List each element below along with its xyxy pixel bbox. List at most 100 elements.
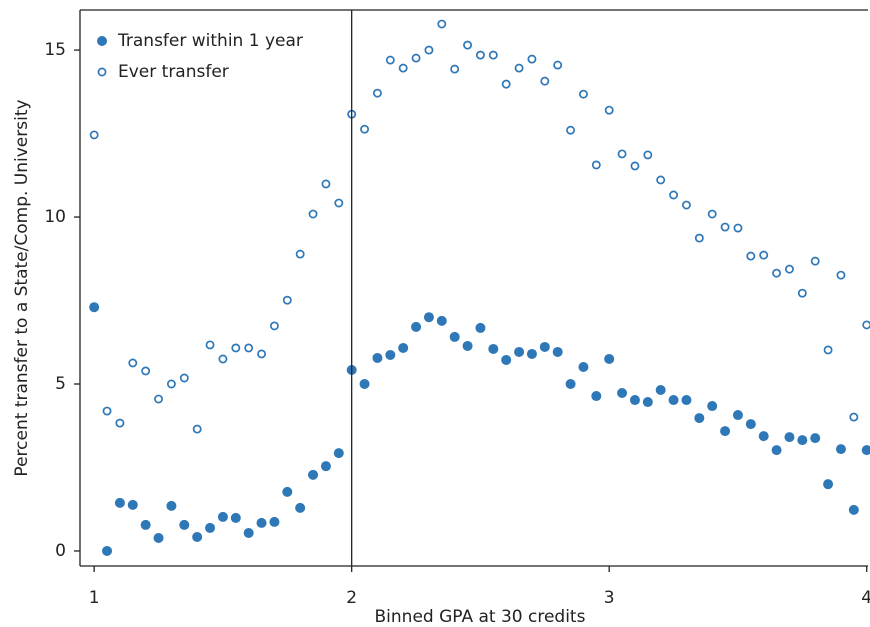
point [372,88,382,98]
point [372,352,383,363]
point [282,486,293,497]
y-tick-label: 10 [44,207,66,227]
point [553,60,563,70]
point [398,63,408,73]
point [89,130,99,140]
point [308,469,319,480]
point [745,419,756,430]
point [707,401,718,412]
x-tick-label: 3 [604,588,615,608]
point [205,522,216,533]
point [411,53,421,63]
point [333,448,344,459]
point [128,358,138,368]
point [682,200,691,210]
point [488,343,499,354]
point [578,361,589,372]
point [102,406,112,416]
x-tick-label: 1 [89,588,100,608]
point [656,175,666,185]
point [127,499,138,510]
point [772,268,782,278]
point [321,179,331,189]
y-tick-label: 15 [44,40,66,60]
point [295,249,305,259]
point [436,315,447,326]
point [385,55,395,65]
point [862,320,870,330]
legend-label: Ever transfer [118,62,229,82]
point [732,410,743,421]
point [450,64,460,74]
point [604,105,614,115]
point [836,270,846,280]
point [398,342,409,353]
point [179,519,190,530]
point [771,445,782,456]
point [707,209,717,219]
point [655,385,666,396]
x-tick-label: 2 [346,588,357,608]
point [334,198,344,208]
point [835,444,846,455]
point [566,125,576,135]
point [861,445,870,456]
point [694,233,704,243]
point [591,391,602,402]
point [385,349,396,360]
point [488,50,498,60]
point [591,160,601,170]
point [578,89,588,99]
point [849,412,859,422]
point [514,346,525,357]
point [269,516,280,527]
plot-area [89,19,870,556]
point [411,321,422,332]
point [797,435,808,446]
point [785,264,794,274]
point [823,345,833,355]
point [244,343,254,353]
point [617,388,628,399]
point [218,354,228,364]
point [823,479,834,490]
point [694,413,705,424]
point [733,223,743,233]
point [475,50,485,60]
point [179,373,189,383]
point [514,63,524,73]
point [424,45,434,55]
point [256,517,267,528]
point [552,346,563,357]
point [217,511,228,522]
point [231,343,241,353]
point [360,124,370,134]
point [630,161,640,171]
point [243,527,254,538]
point [115,418,125,428]
point [848,504,859,515]
point [604,353,615,364]
point [140,519,151,530]
point [192,531,203,542]
point [668,395,679,406]
point [784,432,795,443]
point [154,394,163,404]
point [797,288,807,298]
point [320,461,331,472]
point [205,340,215,350]
point [526,348,537,359]
point [230,512,241,523]
point [166,500,177,511]
point [359,379,370,390]
y-tick-label: 5 [55,374,66,394]
point [527,54,537,64]
point [565,379,576,390]
point [308,209,318,219]
point [643,150,653,160]
point [720,222,730,232]
point [102,545,113,556]
point [681,395,692,406]
point [449,331,460,342]
